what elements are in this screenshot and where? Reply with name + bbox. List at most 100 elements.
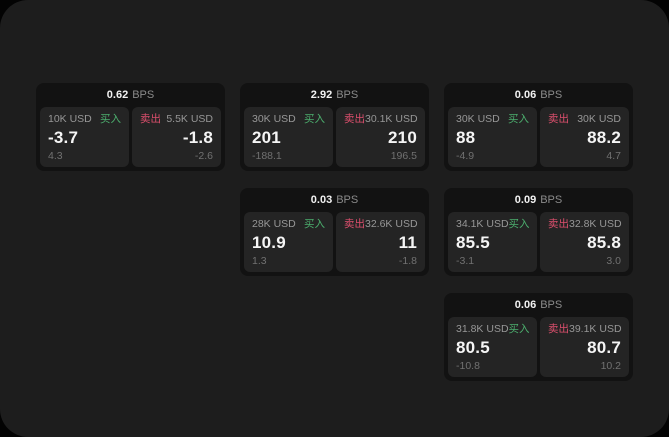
sell-sub-value: -2.6 <box>194 150 213 162</box>
quote-card[interactable]: 0.09 BPS 34.1K USD 买入 85.5 -3.1 卖出 32.8K… <box>444 188 633 276</box>
buy-side-label: 买入 <box>508 323 530 335</box>
bps-unit-label: BPS <box>540 298 563 311</box>
sell-amount: 32.6K USD <box>365 218 418 230</box>
tile-top-row: 28K USD 买入 <box>252 218 325 230</box>
sell-side-label: 卖出 <box>548 218 569 230</box>
quote-tiles: 28K USD 买入 10.9 1.3 卖出 32.6K USD 11 -1.8 <box>240 212 429 276</box>
tile-top-row: 卖出 39.1K USD <box>548 323 622 335</box>
buy-sub-value: -188.1 <box>252 150 282 162</box>
card-header: 0.06 BPS <box>444 83 633 107</box>
sell-tile[interactable]: 卖出 30K USD 88.2 4.7 <box>540 107 629 167</box>
buy-side-label: 买入 <box>508 218 530 230</box>
sell-tile[interactable]: 卖出 5.5K USD -1.8 -2.6 <box>132 107 221 167</box>
sell-sub-value: 10.2 <box>600 360 621 372</box>
buy-amount: 30K USD <box>252 113 296 125</box>
bps-unit-label: BPS <box>336 193 359 206</box>
buy-price: -3.7 <box>48 128 79 147</box>
sell-price: -1.8 <box>182 128 213 147</box>
quote-tiles: 10K USD 买入 -3.7 4.3 卖出 5.5K USD -1.8 -2.… <box>36 107 225 171</box>
quote-tiles: 34.1K USD 买入 85.5 -3.1 卖出 32.8K USD 85.8… <box>444 212 633 276</box>
bps-value: 0.62 <box>106 88 129 101</box>
sell-price: 210 <box>388 128 417 147</box>
tile-top-row: 卖出 32.8K USD <box>548 218 622 230</box>
buy-tile[interactable]: 10K USD 买入 -3.7 4.3 <box>40 107 129 167</box>
buy-amount: 31.8K USD <box>456 323 509 335</box>
bps-unit-label: BPS <box>132 88 155 101</box>
buy-sub-value: 1.3 <box>252 255 267 267</box>
sell-side-label: 卖出 <box>344 113 365 125</box>
sell-side-label: 卖出 <box>548 113 569 125</box>
buy-side-label: 买入 <box>100 113 121 125</box>
sell-tile[interactable]: 卖出 39.1K USD 80.7 10.2 <box>540 317 629 377</box>
buy-price: 85.5 <box>456 233 490 252</box>
quote-tiles: 30K USD 买入 201 -188.1 卖出 30.1K USD 210 1… <box>240 107 429 171</box>
tile-top-row: 30K USD 买入 <box>252 113 325 125</box>
sell-price: 88.2 <box>587 128 621 147</box>
buy-amount: 30K USD <box>456 113 500 125</box>
buy-amount: 10K USD <box>48 113 92 125</box>
quote-card[interactable]: 0.06 BPS 31.8K USD 买入 80.5 -10.8 卖出 39.1… <box>444 293 633 381</box>
buy-sub-value: -10.8 <box>456 360 480 372</box>
card-header: 0.06 BPS <box>444 293 633 317</box>
sell-tile[interactable]: 卖出 32.6K USD 11 -1.8 <box>336 212 425 272</box>
sell-tile[interactable]: 卖出 32.8K USD 85.8 3.0 <box>540 212 629 272</box>
bps-value: 0.03 <box>310 193 333 206</box>
buy-side-label: 买入 <box>304 113 325 125</box>
sell-sub-value: -1.8 <box>398 255 417 267</box>
quote-tiles: 31.8K USD 买入 80.5 -10.8 卖出 39.1K USD 80.… <box>444 317 633 381</box>
tile-top-row: 卖出 5.5K USD <box>140 113 213 125</box>
buy-sub-value: -4.9 <box>456 150 475 162</box>
sell-price: 80.7 <box>587 338 621 357</box>
bps-value: 0.06 <box>514 298 537 311</box>
bps-unit-label: BPS <box>540 88 563 101</box>
quote-cards-grid: 0.62 BPS 10K USD 买入 -3.7 4.3 卖出 5.5K USD <box>36 83 633 381</box>
buy-sub-value: -3.1 <box>456 255 475 267</box>
buy-price: 80.5 <box>456 338 490 357</box>
buy-price: 201 <box>252 128 281 147</box>
buy-price: 10.9 <box>252 233 286 252</box>
buy-tile[interactable]: 30K USD 买入 88 -4.9 <box>448 107 537 167</box>
sell-tile[interactable]: 卖出 30.1K USD 210 196.5 <box>336 107 425 167</box>
sell-sub-value: 3.0 <box>606 255 621 267</box>
sell-side-label: 卖出 <box>344 218 365 230</box>
sell-amount: 30.1K USD <box>365 113 418 125</box>
buy-side-label: 买入 <box>508 113 529 125</box>
quote-card[interactable]: 0.06 BPS 30K USD 买入 88 -4.9 卖出 30K USD <box>444 83 633 171</box>
quote-tiles: 30K USD 买入 88 -4.9 卖出 30K USD 88.2 4.7 <box>444 107 633 171</box>
sell-amount: 39.1K USD <box>569 323 622 335</box>
quote-card[interactable]: 0.62 BPS 10K USD 买入 -3.7 4.3 卖出 5.5K USD <box>36 83 225 171</box>
buy-tile[interactable]: 34.1K USD 买入 85.5 -3.1 <box>448 212 537 272</box>
sell-amount: 5.5K USD <box>166 113 213 125</box>
buy-side-label: 买入 <box>304 218 325 230</box>
buy-amount: 34.1K USD <box>456 218 509 230</box>
sell-price: 11 <box>398 233 417 252</box>
bps-value: 0.09 <box>514 193 537 206</box>
bps-unit-label: BPS <box>540 193 563 206</box>
sell-amount: 30K USD <box>577 113 621 125</box>
sell-sub-value: 196.5 <box>390 150 417 162</box>
sell-amount: 32.8K USD <box>569 218 622 230</box>
card-header: 0.09 BPS <box>444 188 633 212</box>
sell-side-label: 卖出 <box>548 323 569 335</box>
bps-unit-label: BPS <box>336 88 359 101</box>
tile-top-row: 34.1K USD 买入 <box>456 218 530 230</box>
card-header: 2.92 BPS <box>240 83 429 107</box>
buy-tile[interactable]: 31.8K USD 买入 80.5 -10.8 <box>448 317 537 377</box>
sell-side-label: 卖出 <box>140 113 161 125</box>
quote-card[interactable]: 0.03 BPS 28K USD 买入 10.9 1.3 卖出 32.6K US… <box>240 188 429 276</box>
quote-card[interactable]: 2.92 BPS 30K USD 买入 201 -188.1 卖出 30.1K … <box>240 83 429 171</box>
bps-value: 2.92 <box>310 88 333 101</box>
tile-top-row: 31.8K USD 买入 <box>456 323 530 335</box>
buy-tile[interactable]: 28K USD 买入 10.9 1.3 <box>244 212 333 272</box>
card-header: 0.62 BPS <box>36 83 225 107</box>
buy-amount: 28K USD <box>252 218 296 230</box>
tile-top-row: 10K USD 买入 <box>48 113 121 125</box>
sell-sub-value: 4.7 <box>606 150 621 162</box>
tile-top-row: 30K USD 买入 <box>456 113 529 125</box>
buy-tile[interactable]: 30K USD 买入 201 -188.1 <box>244 107 333 167</box>
bps-value: 0.06 <box>514 88 537 101</box>
buy-sub-value: 4.3 <box>48 150 63 162</box>
tile-top-row: 卖出 30.1K USD <box>344 113 418 125</box>
buy-price: 88 <box>456 128 476 147</box>
